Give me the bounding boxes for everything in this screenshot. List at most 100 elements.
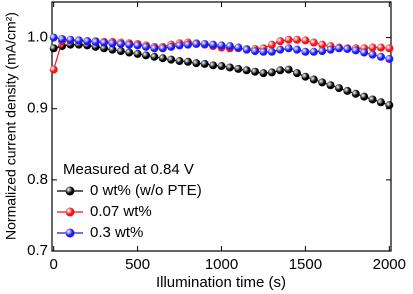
marker <box>116 47 125 56</box>
marker <box>192 39 201 48</box>
x-tick-label: 500 <box>125 256 150 273</box>
marker <box>368 50 377 59</box>
marker <box>209 40 218 49</box>
marker <box>100 44 109 53</box>
marker <box>351 46 360 55</box>
marker <box>200 59 209 68</box>
marker <box>376 43 385 52</box>
marker <box>49 33 58 42</box>
marker <box>326 45 335 54</box>
marker <box>267 47 276 56</box>
legend-marker <box>65 207 75 217</box>
marker <box>360 92 369 101</box>
marker <box>49 44 58 53</box>
marker <box>276 45 285 54</box>
y-tick-label: 0.7 <box>27 242 48 259</box>
marker <box>301 36 310 45</box>
x-tick-label: 1000 <box>205 256 238 273</box>
marker <box>158 54 167 63</box>
marker <box>125 40 134 49</box>
marker <box>276 66 285 75</box>
marker <box>150 52 159 61</box>
marker <box>192 59 201 68</box>
legend-label: 0.07 wt% <box>90 203 152 220</box>
marker <box>326 81 335 90</box>
legend-title: Measured at 0.84 V <box>63 161 194 178</box>
marker <box>360 48 369 57</box>
marker <box>368 95 377 104</box>
marker <box>141 42 150 51</box>
marker <box>343 86 352 95</box>
marker <box>343 44 352 53</box>
marker <box>66 35 75 44</box>
marker <box>309 47 318 56</box>
marker <box>234 64 243 73</box>
marker <box>301 47 310 56</box>
marker <box>334 84 343 93</box>
marker <box>376 98 385 107</box>
marker <box>141 51 150 60</box>
marker <box>251 47 260 56</box>
marker <box>318 78 327 87</box>
marker <box>242 45 251 54</box>
y-axis-label: Normalized current density (mA/cm²) <box>3 12 19 240</box>
marker <box>259 69 268 78</box>
marker <box>49 65 58 74</box>
marker <box>385 54 394 63</box>
marker <box>116 39 125 48</box>
marker <box>209 61 218 70</box>
marker <box>267 40 276 49</box>
marker <box>318 47 327 56</box>
marker <box>225 63 234 72</box>
marker <box>276 37 285 46</box>
marker <box>351 89 360 98</box>
marker <box>267 68 276 77</box>
marker <box>242 66 251 75</box>
marker <box>74 36 83 45</box>
marker <box>217 41 226 50</box>
marker <box>293 35 302 44</box>
marker <box>385 44 394 53</box>
marker <box>91 37 100 46</box>
marker <box>334 44 343 53</box>
marker <box>200 39 209 48</box>
x-axis-label: Illumination time (s) <box>156 274 286 291</box>
legend-marker <box>65 186 75 196</box>
marker <box>133 49 142 58</box>
marker <box>284 35 293 44</box>
marker <box>259 47 268 56</box>
marker <box>158 44 167 53</box>
x-tick-label: 1500 <box>289 256 322 273</box>
marker <box>309 75 318 84</box>
marker <box>376 52 385 61</box>
marker <box>284 44 293 53</box>
marker <box>234 43 243 52</box>
marker <box>217 62 226 71</box>
marker <box>175 57 184 66</box>
marker <box>293 45 302 54</box>
y-tick-label: 1.0 <box>27 29 48 46</box>
marker <box>284 65 293 74</box>
marker <box>293 69 302 78</box>
x-tick-label: 0 <box>50 256 58 273</box>
x-tick-label: 2000 <box>373 256 406 273</box>
marker <box>301 72 310 81</box>
legend-marker <box>65 228 75 238</box>
marker <box>108 39 117 48</box>
marker <box>183 57 192 66</box>
marker <box>385 101 394 110</box>
y-tick-label: 0.9 <box>27 100 48 117</box>
marker <box>167 55 176 64</box>
legend-label: 0.3 wt% <box>90 224 143 241</box>
marker <box>125 48 134 57</box>
marker <box>83 37 92 46</box>
marker <box>133 41 142 50</box>
marker <box>318 40 327 49</box>
marker <box>175 41 184 50</box>
marker <box>225 42 234 51</box>
series-line <box>53 44 390 106</box>
marker <box>58 34 67 43</box>
marker <box>108 45 117 54</box>
marker <box>251 67 260 76</box>
